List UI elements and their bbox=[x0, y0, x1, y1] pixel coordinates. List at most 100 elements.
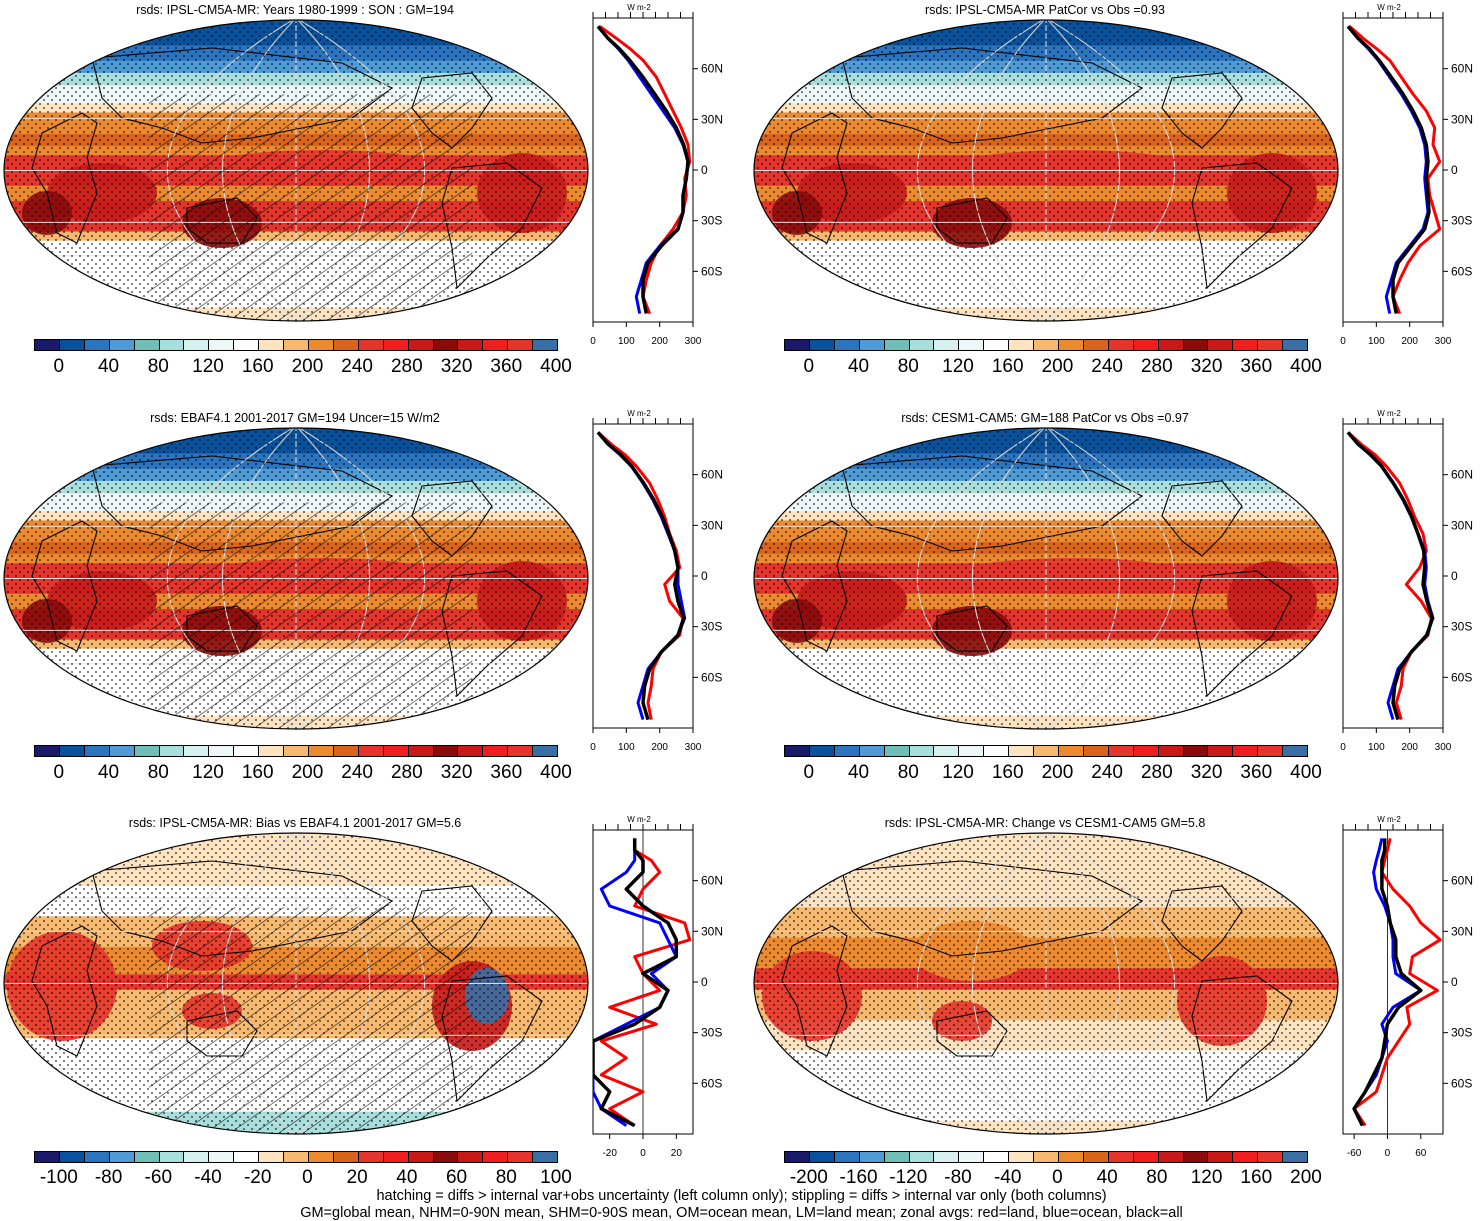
stippling bbox=[754, 428, 1338, 729]
zonal-plot-6: W m-2 60N 30N 0 30S 60S -60 0 60 bbox=[1342, 815, 1473, 1159]
zonal-series-land bbox=[1348, 25, 1442, 315]
zonal-lat-label: 30N bbox=[1451, 924, 1473, 938]
panel-title-1: rsds: IPSL-CM5A-MR: Years 1980-1999 : SO… bbox=[136, 3, 454, 17]
colorbar-swatch bbox=[1233, 746, 1259, 756]
colorbar-swatch bbox=[1158, 1152, 1184, 1162]
colorbar-swatch bbox=[1208, 340, 1234, 350]
colorbar-label: 160 bbox=[991, 762, 1024, 783]
map-border bbox=[3, 832, 589, 1135]
colorbar-label: 400 bbox=[1290, 356, 1322, 377]
stippling bbox=[754, 833, 1338, 1134]
colorbar-swatch bbox=[1009, 746, 1035, 756]
colorbar-swatch bbox=[533, 340, 558, 350]
colorbar-1 bbox=[34, 339, 558, 351]
colorbar-label: 320 bbox=[1190, 762, 1223, 783]
colorbar-swatch bbox=[984, 340, 1010, 350]
colorbar-label: 80 bbox=[897, 356, 919, 377]
colorbar-4 bbox=[784, 745, 1308, 757]
zonal-lat-label: 30S bbox=[701, 214, 722, 228]
zonal-series-all bbox=[596, 431, 686, 721]
zonal-x-tick-label: 100 bbox=[618, 742, 635, 753]
colorbar-swatch bbox=[383, 340, 409, 350]
colorbar-label: 280 bbox=[1140, 762, 1173, 783]
colorbar-swatch bbox=[84, 340, 110, 350]
colorbar-swatch bbox=[109, 340, 135, 350]
colorbar-swatch bbox=[109, 746, 135, 756]
colorbar-swatch bbox=[1083, 340, 1109, 350]
colorbar-swatch bbox=[1083, 1152, 1109, 1162]
colorbar-swatch bbox=[809, 1152, 835, 1162]
colorbar-swatch bbox=[358, 340, 384, 350]
colorbar-swatch bbox=[1009, 340, 1035, 350]
colorbar-swatch bbox=[959, 746, 985, 756]
colorbar-label: -100 bbox=[39, 1167, 78, 1188]
colorbar-labels-4: 0 40 80 120 160 200 240 280 320 360 400 bbox=[784, 762, 1322, 784]
zonal-unit-label: W m-2 bbox=[627, 3, 651, 12]
colorbar-swatch bbox=[1258, 340, 1284, 350]
colorbar-swatch bbox=[59, 746, 85, 756]
colorbar-swatch bbox=[209, 746, 235, 756]
zonal-x-tick-label: 60 bbox=[1415, 1148, 1427, 1159]
colorbar-label: -160 bbox=[839, 1167, 878, 1188]
zonal-x-tick-label: 20 bbox=[671, 1148, 683, 1159]
colorbar-label: 280 bbox=[390, 356, 423, 377]
zonal-unit-label: W m-2 bbox=[1377, 3, 1401, 12]
colorbar-label: 360 bbox=[490, 356, 523, 377]
zonal-x-tick-label: 100 bbox=[618, 336, 635, 347]
zonal-x-tick-label: 200 bbox=[651, 742, 668, 753]
colorbar-label: 40 bbox=[847, 356, 870, 377]
colorbar-label: 120 bbox=[942, 356, 974, 377]
colorbar-swatch bbox=[909, 340, 935, 350]
zonal-lat-label: 30N bbox=[1451, 112, 1473, 126]
colorbar-label: 120 bbox=[192, 356, 224, 377]
colorbar-label: 0 bbox=[1052, 1167, 1063, 1188]
colorbar-swatch bbox=[1183, 1152, 1209, 1162]
colorbar-swatch bbox=[59, 340, 85, 350]
footer-line-2: GM=global mean, NHM=0-90N mean, SHM=0-90… bbox=[300, 1205, 1183, 1221]
colorbar-swatch bbox=[508, 1152, 534, 1162]
colorbar-label: 280 bbox=[390, 762, 423, 783]
colorbar-swatch bbox=[35, 340, 60, 350]
panel-title-5: rsds: IPSL-CM5A-MR: Bias vs EBAF4.1 2001… bbox=[128, 816, 462, 830]
zonal-lat-label: 30N bbox=[1451, 518, 1473, 532]
colorbar-label: 80 bbox=[897, 762, 919, 783]
colorbar-swatch bbox=[483, 1152, 509, 1162]
colorbar-swatch bbox=[884, 1152, 910, 1162]
zonal-lat-label: 0 bbox=[701, 569, 708, 583]
colorbar-swatch bbox=[508, 340, 534, 350]
colorbar-label: 0 bbox=[803, 356, 815, 377]
colorbar-label: -120 bbox=[889, 1167, 928, 1188]
colorbar-swatch bbox=[1208, 1152, 1234, 1162]
colorbar-3 bbox=[34, 745, 558, 757]
zonal-x-tick-label: -20 bbox=[602, 1148, 617, 1159]
colorbar-swatch bbox=[934, 746, 960, 756]
zonal-unit-label: W m-2 bbox=[1377, 815, 1401, 824]
colorbar-swatch bbox=[1183, 746, 1209, 756]
colorbar-swatch bbox=[1034, 1152, 1059, 1162]
zonal-plot-2: W m-2 60N 30N 0 30S 60S 0 100 200 300 bbox=[1340, 3, 1473, 347]
colorbar-swatch bbox=[433, 1152, 459, 1162]
colorbar-swatch bbox=[1233, 1152, 1259, 1162]
zonal-x-tick-label: 200 bbox=[1401, 742, 1418, 753]
colorbar-label: 200 bbox=[291, 762, 324, 783]
zonal-lat-label: 0 bbox=[1451, 163, 1458, 177]
colorbar-label: -80 bbox=[944, 1167, 972, 1188]
colorbar-swatch bbox=[984, 1152, 1010, 1162]
map-panel-6 bbox=[753, 832, 1339, 1135]
zonal-lat-label: 60N bbox=[701, 874, 723, 888]
colorbar-label: 0 bbox=[803, 762, 815, 783]
zonal-lat-label: 30S bbox=[1451, 214, 1472, 228]
footer-line-1: hatching = diffs > internal var+obs unce… bbox=[376, 1188, 1107, 1204]
colorbar-label: -60 bbox=[144, 1167, 173, 1188]
colorbar-swatch bbox=[59, 1152, 85, 1162]
zonal-series-ocean bbox=[1352, 838, 1423, 1127]
colorbar-swatch bbox=[209, 340, 235, 350]
colorbar-swatch bbox=[1034, 340, 1059, 350]
zonal-x-tick-label: 300 bbox=[1435, 742, 1452, 753]
colorbar-label: 80 bbox=[1146, 1167, 1168, 1188]
colorbar-swatch bbox=[533, 1152, 558, 1162]
zonal-frame bbox=[1342, 829, 1444, 1135]
colorbar-label: -40 bbox=[194, 1167, 222, 1188]
hatching bbox=[149, 907, 473, 1134]
zonal-lat-label: 60S bbox=[701, 1076, 722, 1090]
